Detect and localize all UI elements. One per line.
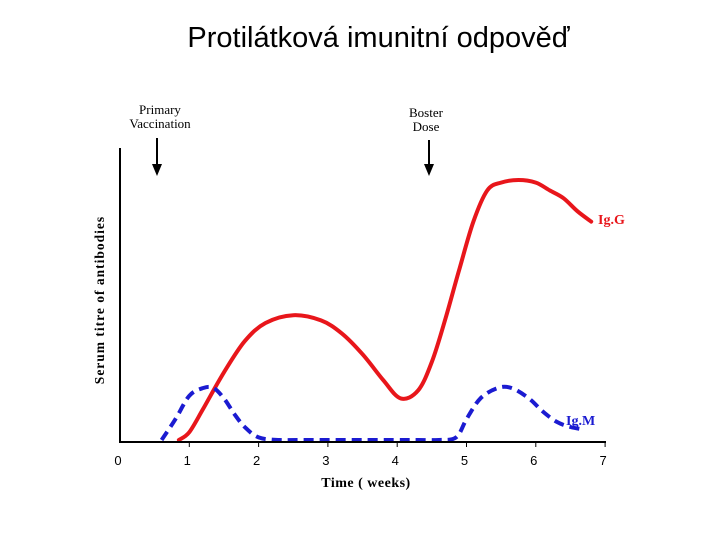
x-tick-label: 5 [461,453,468,468]
slide-title: Protilátková imunitní odpověď [187,22,570,54]
igm-label: Ig.M [566,414,595,429]
y-axis-label: Serum titre of antibodies [92,216,107,384]
x-tick-label: 3 [322,453,329,468]
primary-arrow-head [152,164,162,176]
x-axis-label: Time ( weeks) [321,476,410,491]
x-tick-label: 6 [530,453,537,468]
booster-annotation-label: Boster [409,105,444,120]
primary-annotation-label: Primary [139,102,181,117]
booster-arrow-head [424,164,434,176]
x-tick-label: 1 [184,453,191,468]
x-tick-label: 7 [599,453,606,468]
x-tick-label: 4 [392,453,399,468]
x-tick-label: 0 [114,453,121,468]
primary-annotation-label: Vaccination [129,116,191,131]
booster-annotation-label: Dose [413,119,440,134]
igg-label: Ig.G [598,213,625,228]
igg-curve [176,178,594,442]
x-tick-label: 2 [253,453,260,468]
igm-curve [159,384,585,443]
